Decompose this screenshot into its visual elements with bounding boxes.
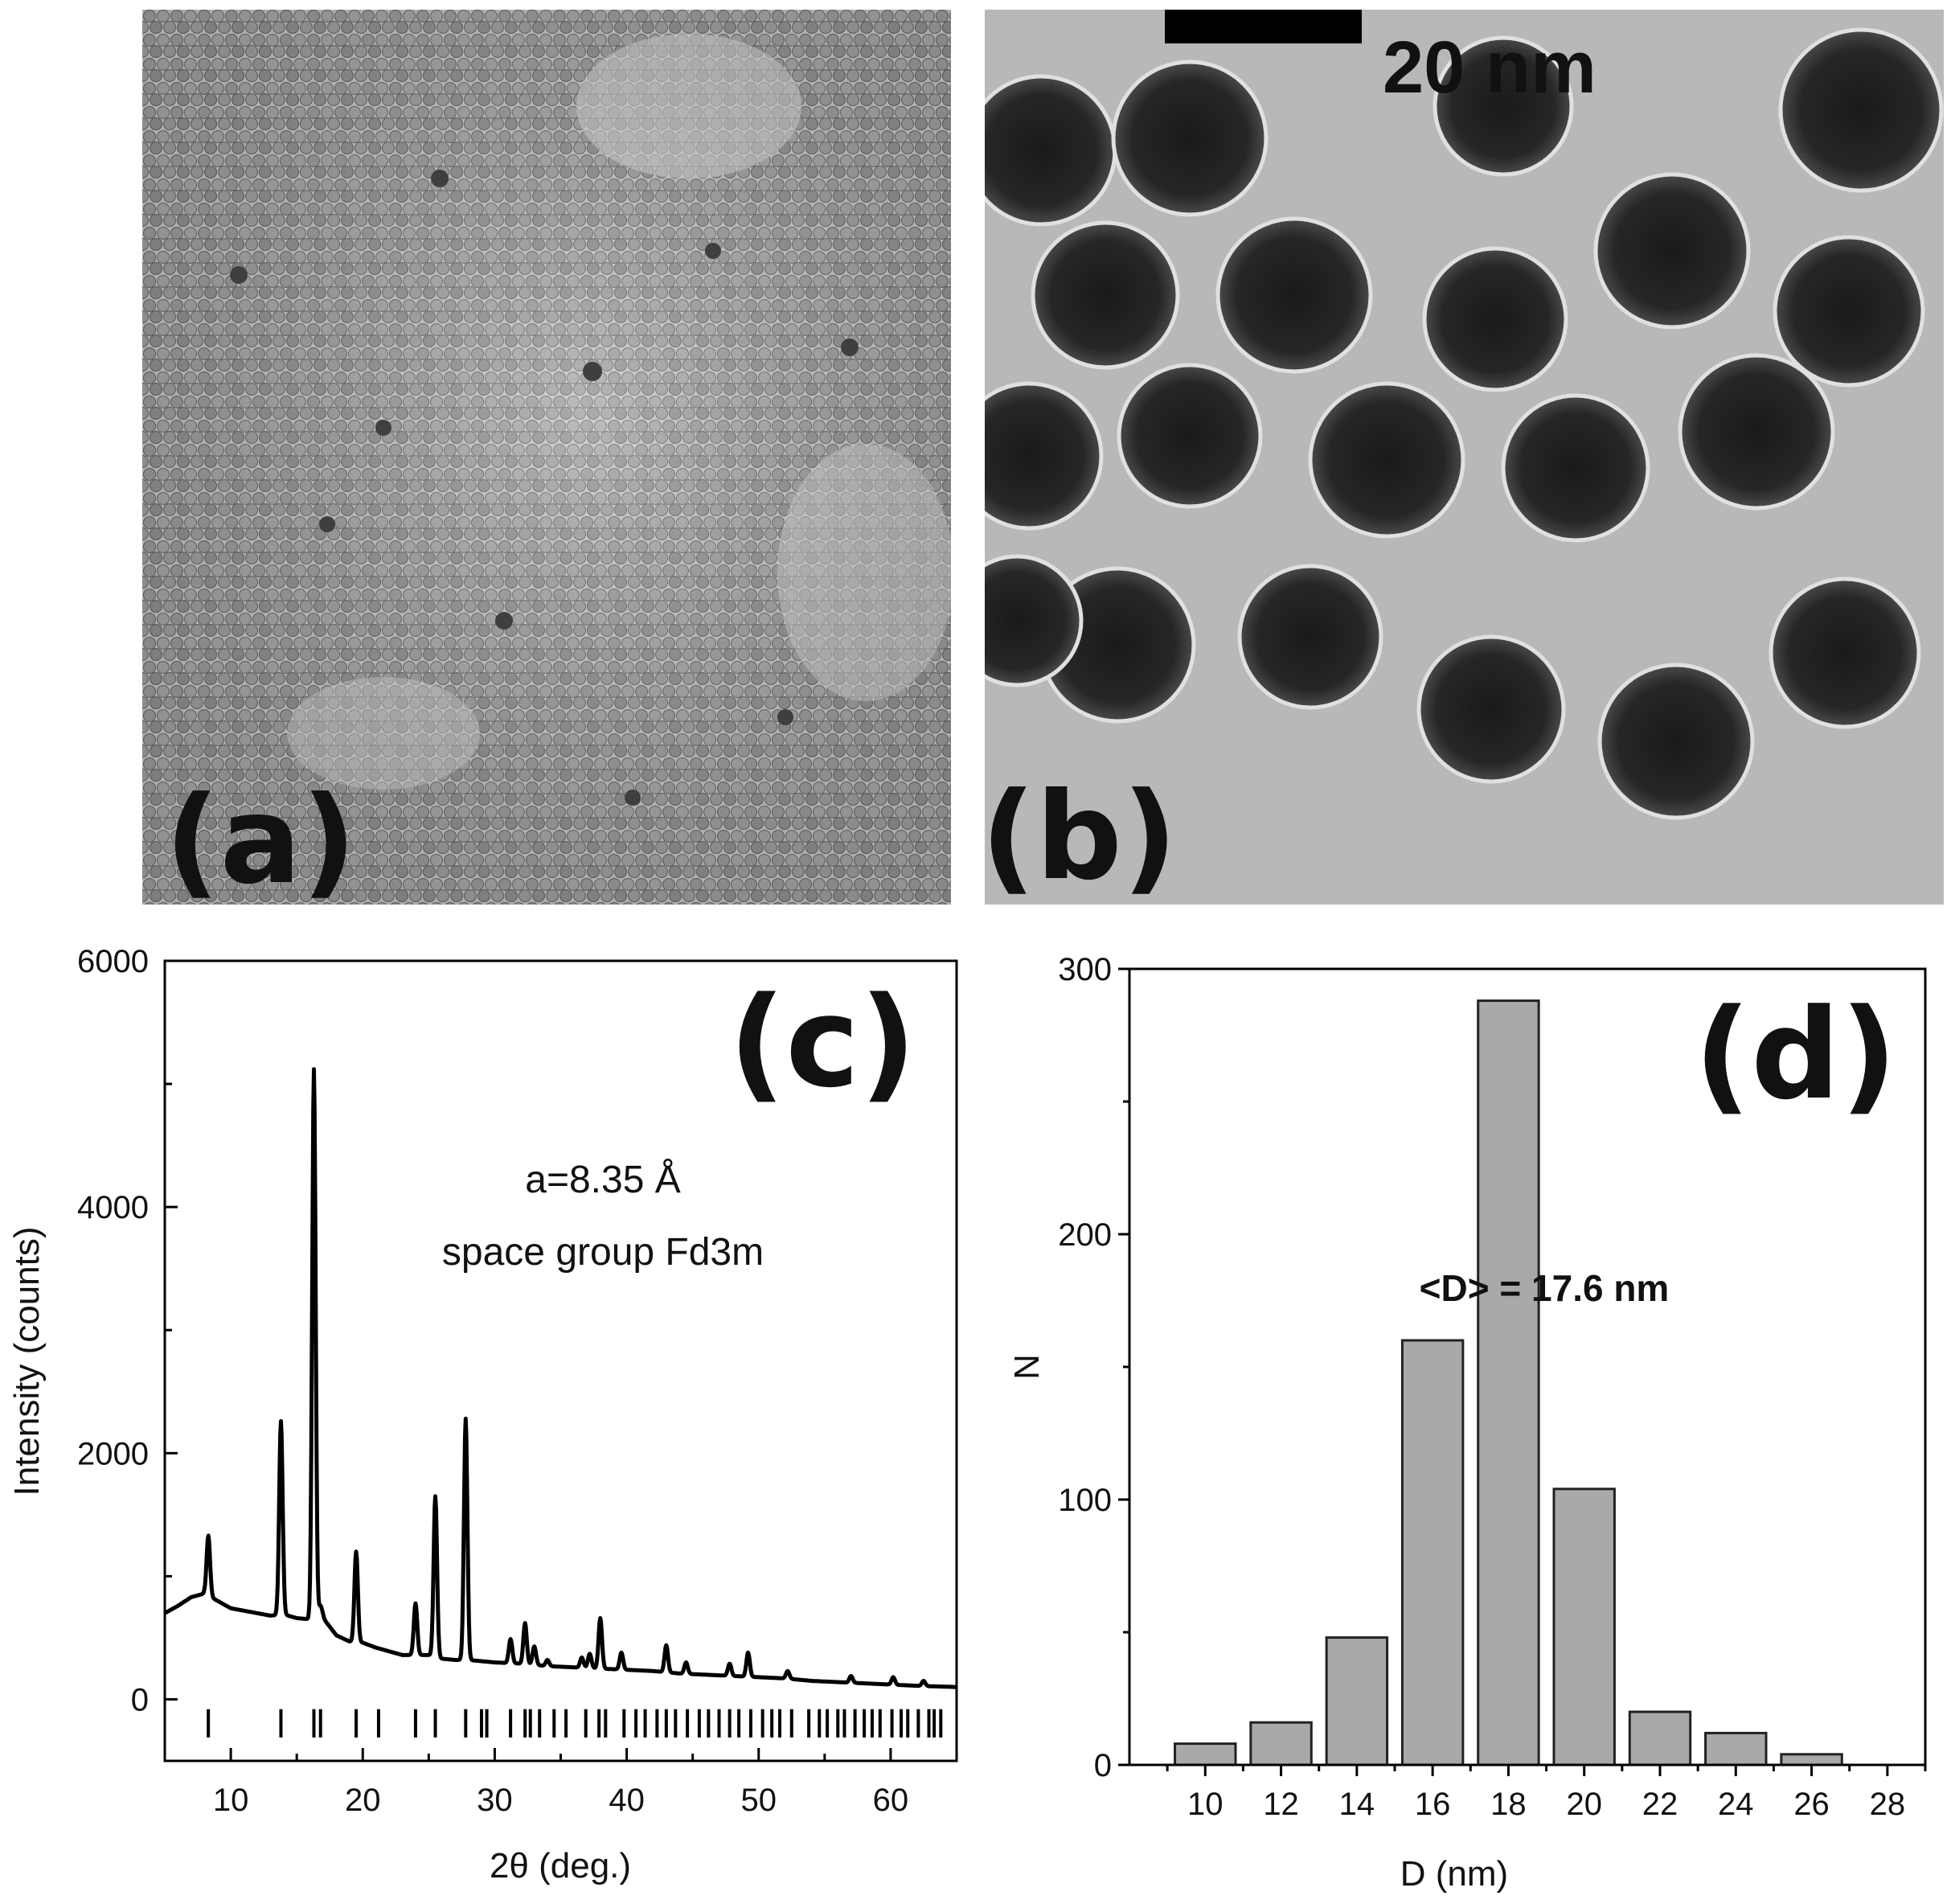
mean-size-annotation: <D> = 17.6 nm <box>1420 1267 1670 1309</box>
histogram-bar-24 <box>1706 1733 1766 1765</box>
lattice-annotation: a=8.35 Å <box>525 1159 681 1201</box>
histogram-x-axis-label: D (nm) <box>1400 1854 1508 1894</box>
histogram-x-tick-label: 26 <box>1793 1787 1830 1822</box>
xrd-y-axis-label: Intensity (counts) <box>7 1226 47 1496</box>
histogram-bar-10 <box>1175 1744 1236 1765</box>
histogram-x-tick-label: 28 <box>1870 1787 1906 1822</box>
panel-label-c: (c) <box>728 970 916 1115</box>
histogram-x-tick-label: 24 <box>1718 1787 1754 1822</box>
panel-label-a: (a) <box>165 771 356 905</box>
histogram-x-tick-label: 18 <box>1490 1787 1527 1822</box>
tem-image-a-picture: (a) <box>142 10 951 905</box>
histogram-bar-18 <box>1478 1001 1539 1765</box>
xrd-y-tick-label: 2000 <box>77 1436 149 1471</box>
histogram-y-tick-label: 200 <box>1058 1217 1112 1253</box>
scale-bar <box>1165 10 1362 43</box>
histogram-x-tick-label: 10 <box>1187 1787 1223 1822</box>
histogram-y-tick-label: 300 <box>1058 952 1112 987</box>
histogram-x-tick-label: 22 <box>1642 1787 1678 1822</box>
histogram-bar-16 <box>1402 1340 1462 1765</box>
panel-label-b: (b) <box>985 767 1177 905</box>
tem-image-b-picture: 20 nm (b) <box>985 10 1944 905</box>
xrd-y-tick-label: 0 <box>131 1682 149 1717</box>
histogram-bar-12 <box>1251 1722 1311 1765</box>
histogram-bar-14 <box>1326 1638 1387 1765</box>
xrd-x-tick-label: 10 <box>213 1783 249 1818</box>
xrd-x-tick-label: 60 <box>873 1783 909 1818</box>
xrd-chart: 10 20 30 40 50 60 0 2000 4000 6000 2θ (deg.) Inte… <box>0 933 977 1900</box>
xrd-y-tick-label: 6000 <box>77 944 149 979</box>
xrd-x-tick-label: 30 <box>477 1783 513 1818</box>
space-group-annotation: space group Fd3m <box>442 1231 764 1274</box>
histogram-y-tick-label: 0 <box>1094 1748 1112 1783</box>
histogram-bar-26 <box>1781 1754 1842 1765</box>
xrd-x-tick-label: 50 <box>741 1783 777 1818</box>
histogram-x-tick-label: 12 <box>1263 1787 1299 1822</box>
histogram-x-tick-label: 14 <box>1339 1787 1375 1822</box>
scale-bar-label: 20 nm <box>1383 27 1596 109</box>
histogram-bar-22 <box>1629 1712 1690 1765</box>
histogram-x-tick-label: 20 <box>1566 1787 1602 1822</box>
histogram-y-tick-label: 100 <box>1058 1483 1112 1518</box>
xrd-x-tick-label: 20 <box>345 1783 381 1818</box>
histogram-x-tick-label: 16 <box>1415 1787 1451 1822</box>
panel-label-d: (d) <box>1694 982 1897 1127</box>
histogram-y-axis-label: N <box>1007 1354 1047 1380</box>
xrd-y-tick-label: 4000 <box>77 1190 149 1225</box>
tem-image-b: 20 nm (b) <box>985 10 1944 905</box>
histogram-bar-20 <box>1554 1489 1614 1765</box>
xrd-x-tick-label: 40 <box>609 1783 645 1818</box>
xrd-x-axis-label: 2θ (deg.) <box>490 1846 631 1886</box>
tem-image-a: (a) <box>142 10 951 905</box>
xrd-chart-svg: 10 20 30 40 50 60 0 2000 4000 6000 2θ (deg.) Inte… <box>0 933 977 1900</box>
